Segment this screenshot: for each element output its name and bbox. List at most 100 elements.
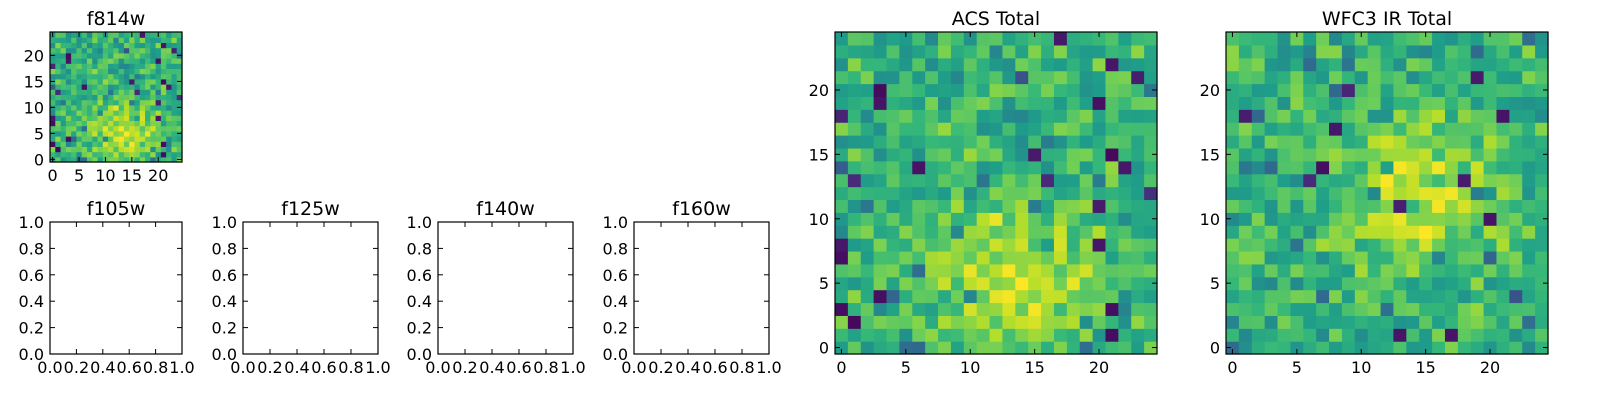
- acs-total-cell: [1105, 225, 1119, 239]
- acs-total-cell: [963, 186, 978, 201]
- acs-total-cell: [1092, 341, 1107, 355]
- wfc3-ir-total-cell: [1483, 96, 1498, 110]
- wfc3-ir-total-cell: [1483, 160, 1498, 175]
- acs-total-cell: [989, 44, 1004, 59]
- acs-total-cell: [1053, 44, 1068, 59]
- f814w-cell: [139, 42, 146, 49]
- acs-total-cell: [886, 173, 900, 188]
- acs-total-cell: [1118, 328, 1132, 342]
- f814w-cell: [102, 99, 109, 106]
- wfc3-ir-total-cell: [1432, 302, 1446, 316]
- wfc3-ir-total-cell: [1251, 186, 1266, 201]
- wfc3-ir-total-cell: [1290, 32, 1304, 46]
- wfc3-ir-total-cell: [1329, 225, 1343, 239]
- wfc3-ir-total-cell: [1354, 160, 1369, 175]
- acs-total-cell: [938, 83, 952, 97]
- f814w-cell: [139, 120, 146, 127]
- acs-total-cell: [950, 109, 965, 123]
- wfc3-ir-total-cell: [1238, 289, 1253, 304]
- wfc3-ir-total-cell: [1470, 173, 1485, 188]
- f814w-cell: [92, 73, 99, 80]
- acs-total-cell: [873, 276, 888, 291]
- acs-total-cell: [1028, 225, 1042, 239]
- f814w-cell: [65, 115, 72, 121]
- wfc3-ir-total-ytick-label: 10: [1200, 210, 1220, 229]
- wfc3-ir-total-cell: [1329, 212, 1343, 226]
- wfc3-ir-total-cell: [1367, 199, 1382, 213]
- f814w-cell: [76, 104, 83, 111]
- f814w-cell: [145, 37, 151, 43]
- wfc3-ir-total-cell: [1419, 96, 1433, 110]
- wfc3-ir-total-cell: [1496, 122, 1510, 136]
- acs-total-cell: [873, 32, 888, 46]
- acs-total-cell: [1092, 109, 1107, 123]
- wfc3-ir-total-cell: [1277, 302, 1291, 316]
- wfc3-ir-total-cell: [1509, 341, 1523, 355]
- wfc3-ir-total-cell: [1470, 263, 1485, 278]
- acs-total-cell: [1118, 289, 1132, 304]
- wfc3-ir-total-cell: [1316, 57, 1330, 72]
- wfc3-ir-total-cell: [1522, 212, 1536, 226]
- wfc3-ir-total-cell: [1419, 122, 1433, 136]
- acs-total-cell: [989, 186, 1004, 201]
- acs-total-cell: [963, 341, 978, 355]
- f814w-cell: [60, 78, 67, 85]
- acs-total-cell: [835, 212, 849, 226]
- f814w-cell: [71, 58, 77, 64]
- f125w-xtick-label: 0.6: [311, 358, 336, 377]
- acs-total-cell: [1015, 315, 1029, 329]
- f105w-xtick-label: 1.0: [169, 358, 194, 377]
- f814w-cell: [76, 47, 83, 54]
- acs-total-cell: [873, 135, 888, 149]
- f814w-cell: [102, 94, 109, 101]
- wfc3-ir-total-cell: [1393, 302, 1407, 316]
- f814w-cell: [139, 104, 146, 111]
- wfc3-ir-total-cell: [1367, 289, 1382, 304]
- f814w-cell: [55, 146, 62, 153]
- acs-total-cell: [873, 122, 888, 136]
- acs-total-cell: [1131, 32, 1145, 46]
- acs-total-cell: [873, 263, 888, 278]
- wfc3-ir-total-cell: [1509, 122, 1523, 136]
- f814w-cell: [145, 99, 151, 106]
- f814w-cell: [171, 156, 178, 163]
- f105w-xtick-label: 0.4: [90, 358, 115, 377]
- f814w-cell: [176, 58, 183, 64]
- f814w-cell: [71, 136, 77, 142]
- wfc3-ir-total-cell: [1316, 341, 1330, 355]
- acs-total-cell: [835, 328, 849, 342]
- f814w-cell: [65, 94, 72, 101]
- wfc3-ir-total-cell: [1380, 238, 1395, 252]
- f814w-cell: [92, 110, 99, 116]
- f814w-cell: [150, 89, 157, 95]
- wfc3-ir-total-cell: [1303, 109, 1317, 123]
- f814w-cell: [65, 32, 72, 38]
- acs-total-cell: [886, 109, 900, 123]
- wfc3-ir-total-cell: [1496, 212, 1510, 226]
- f814w-cell: [118, 63, 125, 69]
- wfc3-ir-total-cell: [1341, 96, 1356, 110]
- f814w-cell: [81, 94, 88, 101]
- acs-total-cell: [1041, 57, 1055, 72]
- acs-total-cell: [1015, 289, 1029, 304]
- wfc3-ir-total-cell: [1226, 135, 1240, 149]
- wfc3-ir-total-cell: [1354, 250, 1369, 265]
- wfc3-ir-total-cell: [1341, 109, 1356, 123]
- f814w-cell: [150, 146, 157, 153]
- acs-total-cell: [1105, 186, 1119, 201]
- f814w-cell: [155, 37, 162, 43]
- wfc3-ir-total-cell: [1393, 199, 1407, 213]
- f814w-cell: [55, 120, 62, 127]
- wfc3-ir-total-cell: [1238, 199, 1253, 213]
- wfc3-ir-total-cell: [1226, 263, 1240, 278]
- f160w-ytick-label: 0.8: [603, 239, 628, 258]
- wfc3-ir-total-cell: [1303, 250, 1317, 265]
- f814w-cell: [123, 68, 130, 75]
- wfc3-ir-total-cell: [1470, 32, 1485, 46]
- f814w-cell: [134, 151, 141, 158]
- f814w-cell: [176, 94, 183, 101]
- wfc3-ir-total-cell: [1329, 276, 1343, 291]
- acs-total-cell: [925, 135, 939, 149]
- wfc3-ir-total-cell: [1522, 135, 1536, 149]
